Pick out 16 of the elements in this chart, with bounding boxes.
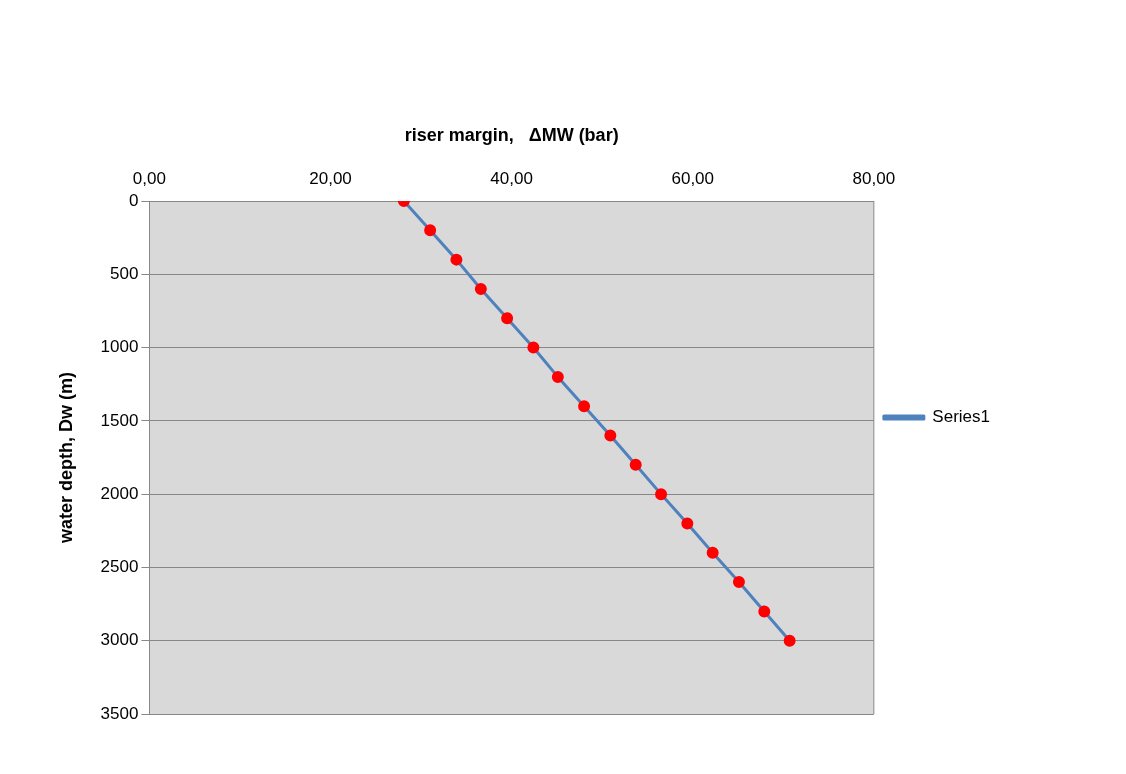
y-tick-label: 1000 xyxy=(100,337,139,357)
legend-label: Series1 xyxy=(932,407,990,427)
x-tick-label: 40,00 xyxy=(490,169,533,189)
x-axis-title: riser margin, ΔMW (bar) xyxy=(404,124,619,145)
x-tick-label: 20,00 xyxy=(309,169,352,189)
y-tick-label: 0 xyxy=(128,190,139,210)
y-tick-label: 500 xyxy=(110,263,139,283)
y-axis-title: water depth, Dw (m) xyxy=(55,371,76,545)
x-tick-label: 80,00 xyxy=(852,169,896,189)
y-tick-label: 3000 xyxy=(100,630,139,650)
y-tick-label: 2500 xyxy=(100,557,139,577)
y-tick-label: 2000 xyxy=(100,483,139,503)
y-tick-label: 1500 xyxy=(100,410,139,430)
x-tick-label: 60,00 xyxy=(671,169,715,189)
y-tick-label: 3500 xyxy=(100,703,139,723)
x-tick-label: 0,00 xyxy=(132,169,166,189)
